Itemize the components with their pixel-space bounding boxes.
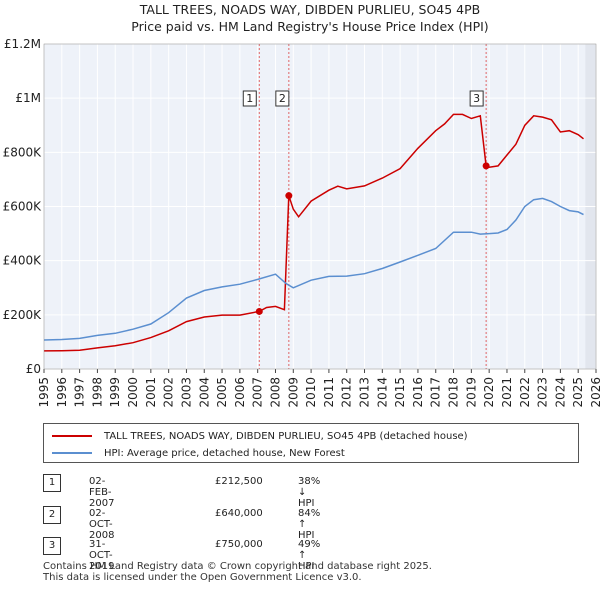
sale-price: £212,500 bbox=[215, 476, 263, 487]
legend-swatch-hpi bbox=[52, 452, 92, 454]
y-tick-label: £800K bbox=[3, 145, 43, 159]
x-tick-label: 2005 bbox=[215, 377, 229, 408]
x-tick-label: 1997 bbox=[73, 377, 87, 408]
y-tick-label: £600K bbox=[3, 200, 43, 214]
x-tick-label: 2014 bbox=[375, 377, 389, 408]
legend-swatch-property bbox=[52, 435, 92, 437]
sale-marker-label: 3 bbox=[473, 92, 480, 105]
sale-number-badge: 3 bbox=[43, 537, 61, 555]
footer-line-copyright: Contains HM Land Registry data © Crown c… bbox=[43, 561, 432, 572]
x-tick-label: 2009 bbox=[286, 377, 300, 408]
x-tick-label: 2020 bbox=[482, 377, 496, 408]
sale-hpi-comparison: 38% ↓ HPI bbox=[298, 476, 321, 509]
x-tick-label: 2019 bbox=[464, 377, 478, 408]
x-tick-label: 2018 bbox=[447, 377, 461, 408]
sale-price: £750,000 bbox=[215, 539, 263, 550]
plot-frame bbox=[43, 43, 597, 370]
x-tick-label: 2026 bbox=[589, 377, 600, 408]
x-tick-label: 1998 bbox=[90, 377, 104, 408]
x-tick-label: 2010 bbox=[304, 377, 318, 408]
x-tick-label: 2017 bbox=[429, 377, 443, 408]
sale-point bbox=[482, 162, 490, 170]
x-tick-label: 2002 bbox=[162, 377, 176, 408]
chart-legend: TALL TREES, NOADS WAY, DIBDEN PURLIEU, S… bbox=[43, 423, 579, 463]
sale-date: 02-OCT-2008 bbox=[89, 508, 115, 541]
x-tick-label: 2016 bbox=[411, 377, 425, 408]
x-tick-label: 2024 bbox=[553, 377, 567, 408]
x-tick-label: 2003 bbox=[179, 377, 193, 408]
sale-marker-box bbox=[242, 90, 257, 107]
sale-marker-label: 2 bbox=[279, 92, 286, 105]
sale-point bbox=[255, 307, 263, 315]
footer-line-licence: This data is licensed under the Open Gov… bbox=[43, 572, 362, 583]
sale-number-badge: 2 bbox=[43, 506, 61, 524]
sale-number-badge: 1 bbox=[43, 474, 61, 492]
sale-hpi-comparison: 84% ↑ HPI bbox=[298, 508, 321, 541]
y-tick-label: £400K bbox=[3, 254, 43, 268]
legend-item-property: TALL TREES, NOADS WAY, DIBDEN PURLIEU, S… bbox=[52, 427, 468, 445]
x-tick-label: 2013 bbox=[358, 377, 372, 408]
y-tick-label: £200K bbox=[3, 308, 43, 322]
chart-subtitle: Price paid vs. HM Land Registry's House … bbox=[131, 19, 488, 34]
y-tick-label: £1M bbox=[15, 91, 41, 105]
attribution-footer: Contains HM Land Registry data © Crown c… bbox=[43, 561, 432, 583]
x-tick-label: 2023 bbox=[536, 377, 550, 408]
series-line-property bbox=[43, 113, 584, 352]
y-tick-label: £0 bbox=[26, 362, 41, 376]
sale-date: 31-OCT-2019 bbox=[89, 539, 115, 572]
x-tick-label: 2021 bbox=[500, 377, 514, 408]
x-tick-label: 2006 bbox=[233, 377, 247, 408]
x-tick-label: 2007 bbox=[251, 377, 265, 408]
chart-title: TALL TREES, NOADS WAY, DIBDEN PURLIEU, S… bbox=[139, 2, 480, 17]
x-tick-label: 2011 bbox=[322, 377, 336, 408]
x-tick-label: 2008 bbox=[268, 377, 282, 408]
legend-item-hpi: HPI: Average price, detached house, New … bbox=[52, 444, 345, 462]
legend-label-hpi: HPI: Average price, detached house, New … bbox=[104, 447, 345, 459]
x-tick-label: 2015 bbox=[393, 377, 407, 408]
x-tick-label: 2025 bbox=[571, 377, 585, 408]
x-tick-label: 2022 bbox=[518, 377, 532, 408]
sale-price: £640,000 bbox=[215, 508, 263, 519]
sale-point bbox=[285, 192, 293, 200]
sale-hpi-comparison: 49% ↑ HPI bbox=[298, 539, 321, 572]
sale-marker-box bbox=[275, 90, 290, 107]
sale-date: 02-FEB-2007 bbox=[89, 476, 115, 509]
x-tick-label: 2004 bbox=[197, 377, 211, 408]
y-tick-label: £1.2M bbox=[4, 37, 41, 51]
legend-label-property: TALL TREES, NOADS WAY, DIBDEN PURLIEU, S… bbox=[104, 430, 468, 442]
x-tick-label: 2001 bbox=[144, 377, 158, 408]
sale-marker-box bbox=[469, 90, 484, 107]
series-line-hpi bbox=[43, 197, 584, 341]
sale-marker-label: 1 bbox=[246, 92, 253, 105]
x-tick-label: 1996 bbox=[55, 377, 69, 408]
x-tick-label: 2000 bbox=[126, 377, 140, 408]
price-chart: TALL TREES, NOADS WAY, DIBDEN PURLIEU, S… bbox=[3, 2, 600, 408]
x-tick-label: 1999 bbox=[108, 377, 122, 408]
x-tick-label: 1995 bbox=[37, 377, 51, 408]
x-tick-label: 2012 bbox=[340, 377, 354, 408]
